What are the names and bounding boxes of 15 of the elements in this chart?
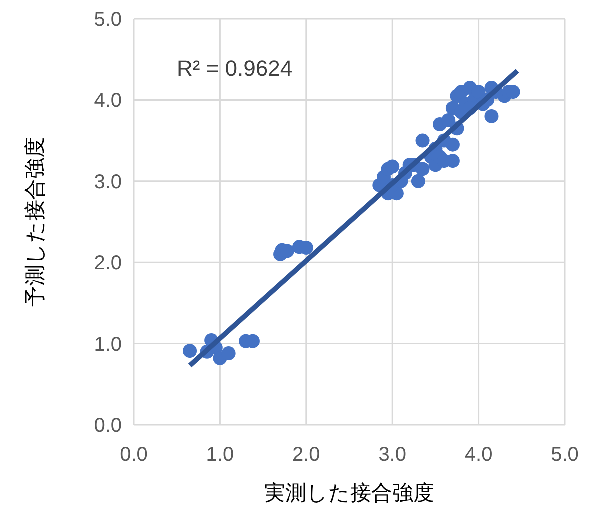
y-tick-label: 0.0 — [94, 415, 122, 437]
x-tick-label: 0.0 — [120, 444, 148, 466]
x-tick-label: 1.0 — [206, 444, 234, 466]
x-axis-title: 実測した接合強度 — [264, 482, 434, 505]
y-tick-label: 5.0 — [94, 9, 122, 31]
y-tick-label: 4.0 — [94, 90, 122, 112]
y-tick-label: 2.0 — [94, 252, 122, 275]
y-tick-label: 1.0 — [94, 334, 122, 356]
x-tick-label: 3.0 — [378, 444, 407, 466]
x-tick-label: 5.0 — [551, 444, 579, 466]
y-axis-title: 予測した接合強度 — [24, 137, 47, 307]
x-tick-label: 4.0 — [464, 444, 493, 466]
annotation: R² = 0.9624 — [177, 56, 293, 81]
y-tick-label: 3.0 — [94, 171, 122, 194]
x-tick-label: 2.0 — [292, 444, 320, 466]
